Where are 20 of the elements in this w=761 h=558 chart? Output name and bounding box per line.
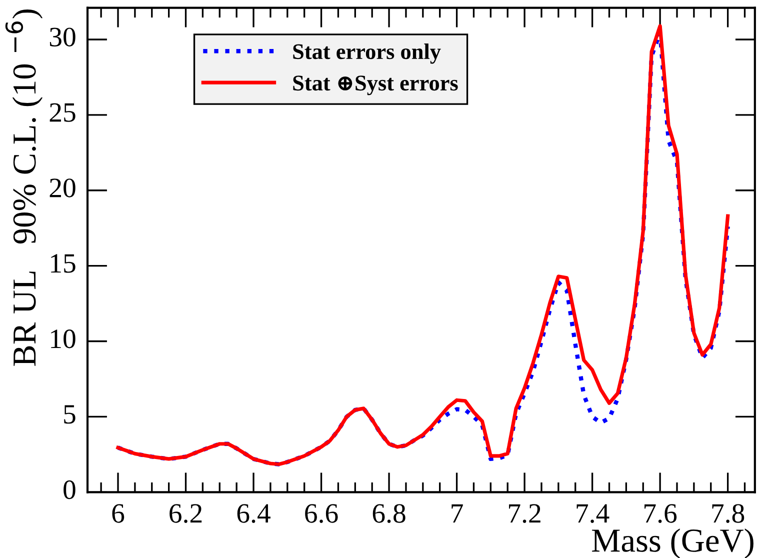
y-tick-label: 0 — [64, 480, 76, 500]
y-tick-label: 20 — [50, 178, 76, 198]
legend-label: Stat ⊕Syst errors — [293, 76, 458, 96]
y-tick-label: 30 — [50, 28, 76, 46]
y-tick-label: 10 — [51, 329, 76, 348]
y-tick-label: 25 — [50, 103, 76, 122]
y-axis-title: BR UL 90% C.L. (10 $^{−6}$) — [5, 10, 43, 366]
x-tick-label: 7.8 — [712, 504, 744, 523]
x-tick-label: 7.2 — [509, 504, 540, 523]
y-tick-label: 15 — [51, 254, 76, 273]
x-tick-label: 7 — [452, 504, 463, 523]
x-tick-label: 6.2 — [170, 504, 202, 523]
y-tick-label: 5 — [64, 405, 76, 424]
x-tick-label: 7.4 — [576, 504, 610, 523]
x-tick-label: 6.6 — [305, 504, 338, 523]
x-tick-label: 6 — [112, 504, 124, 523]
x-tick-label: 6.4 — [237, 504, 270, 523]
x-tick-label: 7.6 — [644, 504, 677, 523]
x-tick-label: 6.8 — [372, 504, 406, 523]
legend-label: Stat errors only — [293, 44, 441, 64]
